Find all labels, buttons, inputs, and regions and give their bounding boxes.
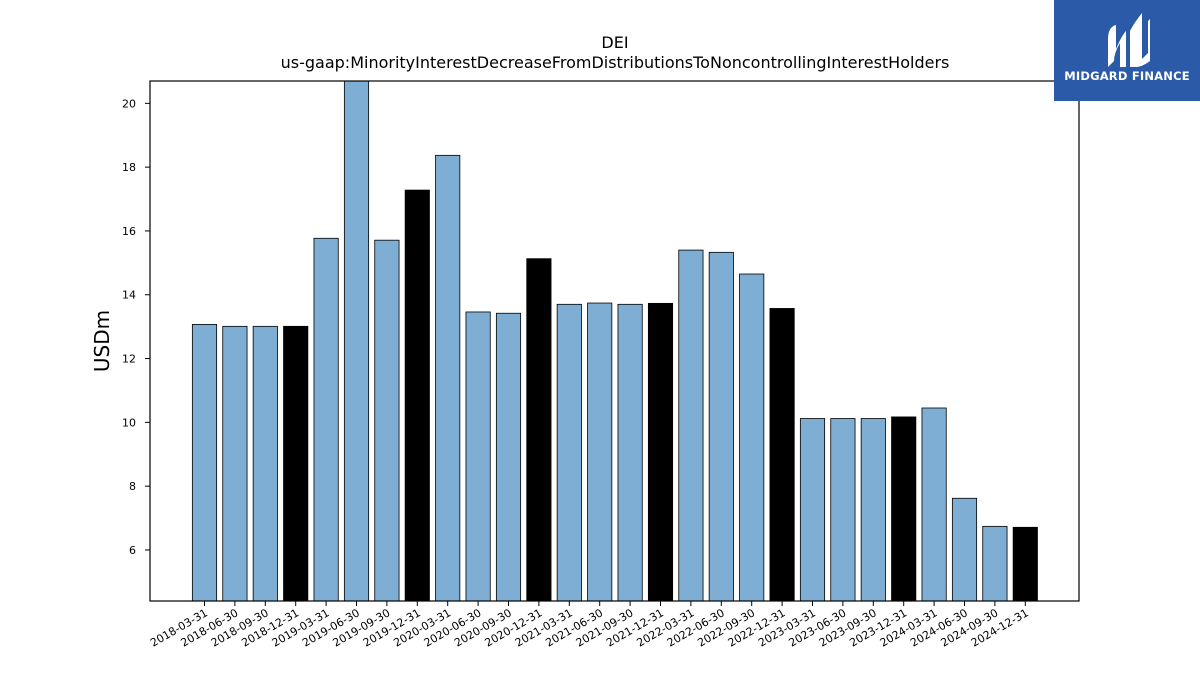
chart-title-line2: us-gaap:MinorityInterestDecreaseFromDist… — [281, 53, 950, 72]
bar-2019-03-31 — [313, 237, 339, 602]
bar-2018-06-30 — [222, 325, 248, 602]
bar-2019-09-30 — [374, 239, 400, 602]
y-axis-label: USDm — [90, 310, 114, 372]
chart-title-line1: DEI — [601, 33, 628, 52]
bar-2024-09-30 — [982, 525, 1008, 602]
bar-2019-12-31 — [404, 189, 430, 602]
bar-2020-12-31 — [526, 258, 552, 602]
bar-2018-12-31 — [283, 325, 309, 602]
bar-2024-12-31 — [1012, 526, 1038, 602]
y-tick-label: 6 — [129, 544, 136, 557]
x-axis: 2018-03-312018-06-302018-09-302018-12-31… — [148, 601, 1031, 650]
bar-2023-06-30 — [830, 418, 856, 602]
bar-2022-03-31 — [678, 249, 704, 602]
bar-2023-09-30 — [860, 418, 886, 602]
bar-2022-09-30 — [739, 273, 765, 602]
brand-logo: MIDGARD FINANCE — [1054, 0, 1200, 101]
bar-2022-06-30 — [708, 251, 734, 602]
y-tick-label: 14 — [122, 289, 136, 302]
bar-2019-06-30 — [343, 80, 370, 602]
bar-2021-12-31 — [647, 302, 674, 602]
bar-2023-12-31 — [891, 416, 917, 602]
y-tick-label: 18 — [122, 161, 136, 174]
bar-2021-06-30 — [587, 302, 613, 602]
bar-2020-06-30 — [465, 311, 491, 602]
bar-2020-03-31 — [435, 154, 461, 602]
y-tick-label: 8 — [129, 480, 136, 493]
plot-frame — [149, 80, 1080, 602]
y-tick-label: 12 — [122, 353, 136, 366]
bar-2024-06-30 — [951, 497, 978, 602]
y-tick-label: 16 — [122, 225, 136, 238]
y-tick-label: 10 — [122, 416, 136, 429]
bar-2020-09-30 — [495, 312, 522, 602]
bar-2021-03-31 — [556, 303, 582, 602]
bar-2023-03-31 — [799, 418, 826, 602]
brand-logo-text: MIDGARD FINANCE — [1064, 69, 1190, 83]
y-axis: 6 8 10 12 14 16 18 20 — [122, 97, 150, 557]
bar-2018-09-30 — [252, 325, 278, 602]
bar-2022-12-31 — [769, 308, 795, 602]
midgard-logo-icon — [1108, 13, 1150, 67]
bar-2021-09-30 — [617, 303, 643, 602]
y-tick-label: 20 — [122, 97, 136, 110]
bar-2024-03-31 — [921, 407, 947, 602]
bar-2018-03-31 — [191, 324, 218, 602]
bars-group — [191, 80, 1038, 602]
